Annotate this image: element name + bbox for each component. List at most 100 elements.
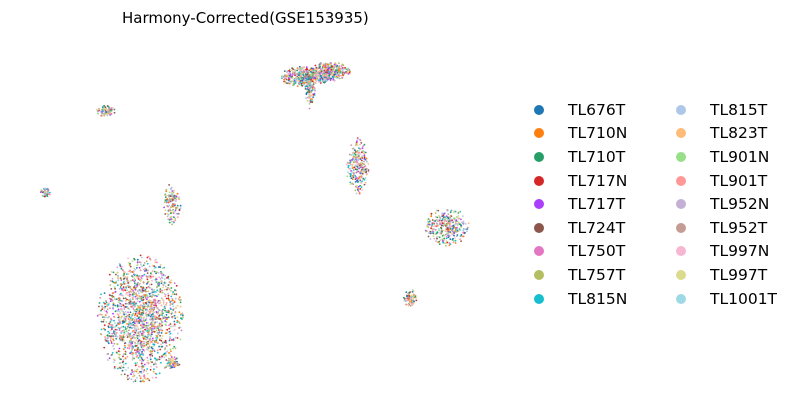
scatter-point — [113, 342, 116, 345]
scatter-point — [411, 295, 414, 298]
scatter-point — [156, 261, 158, 264]
scatter-point — [147, 322, 150, 324]
scatter-point — [46, 193, 48, 196]
scatter-point — [360, 182, 363, 185]
scatter-point — [146, 300, 148, 303]
scatter-point — [108, 113, 111, 116]
scatter-point — [141, 275, 144, 277]
scatter-point — [129, 303, 132, 305]
scatter-point — [309, 99, 312, 102]
scatter-point — [137, 331, 140, 334]
scatter-point — [156, 307, 159, 310]
scatter-point — [281, 77, 283, 79]
scatter-point — [150, 306, 153, 308]
scatter-point — [180, 329, 183, 332]
scatter-point — [309, 77, 312, 80]
scatter-point — [115, 273, 117, 276]
scatter-point — [161, 321, 164, 324]
scatter-point — [153, 322, 156, 325]
scatter-point — [179, 326, 182, 329]
scatter-point — [174, 312, 177, 314]
scatter-point — [133, 328, 136, 331]
scatter-point — [147, 377, 149, 380]
scatter-point — [106, 302, 108, 305]
scatter-point — [360, 174, 363, 177]
scatter-point — [158, 318, 161, 320]
scatter-point — [462, 235, 465, 238]
scatter-point — [328, 74, 331, 77]
scatter-point — [129, 326, 131, 329]
scatter-point — [109, 300, 112, 303]
scatter-point — [145, 370, 148, 372]
scatter-point — [303, 69, 305, 71]
scatter-point — [143, 344, 146, 347]
scatter-point — [148, 301, 151, 304]
scatter-point — [456, 224, 459, 227]
scatter-point — [140, 370, 142, 373]
scatter-point — [134, 352, 137, 355]
legend-item: TL997T — [670, 263, 780, 287]
scatter-point — [106, 308, 109, 311]
scatter-point — [148, 257, 151, 260]
scatter-point — [179, 305, 182, 308]
scatter-point — [325, 73, 328, 75]
scatter-point — [442, 219, 445, 221]
scatter-point — [106, 312, 109, 314]
scatter-point — [147, 281, 149, 283]
scatter-point — [363, 151, 366, 153]
scatter-point — [128, 308, 131, 311]
scatter-point — [430, 215, 433, 218]
scatter-point — [438, 214, 440, 217]
scatter-point — [345, 70, 347, 73]
scatter-point — [340, 74, 342, 77]
scatter-point — [143, 342, 145, 345]
scatter-point — [126, 323, 128, 325]
scatter-point — [161, 355, 163, 357]
scatter-point — [406, 295, 408, 298]
scatter-point — [331, 76, 334, 78]
scatter-point — [179, 207, 182, 210]
scatter-point — [153, 265, 156, 268]
scatter-point — [170, 295, 173, 298]
scatter-point — [172, 305, 175, 307]
scatter-point — [137, 340, 140, 342]
scatter-point — [436, 225, 439, 227]
legend-item: TL901N — [670, 145, 780, 169]
scatter-point — [167, 284, 170, 286]
scatter-point — [165, 354, 168, 357]
scatter-point — [127, 378, 129, 381]
scatter-point — [310, 78, 312, 81]
scatter-point — [120, 358, 122, 361]
scatter-point — [124, 302, 127, 305]
scatter-point — [448, 242, 451, 245]
scatter-point — [155, 339, 158, 342]
scatter-point — [462, 228, 465, 231]
scatter-point — [111, 328, 113, 330]
scatter-point — [342, 64, 345, 67]
scatter-point — [305, 88, 308, 91]
scatter-point — [163, 206, 166, 209]
scatter-point — [158, 276, 161, 279]
scatter-point — [429, 220, 431, 223]
scatter-point — [305, 85, 308, 87]
scatter-point — [169, 361, 172, 364]
scatter-point — [111, 353, 113, 356]
scatter-point — [142, 349, 145, 351]
scatter-point — [154, 316, 156, 319]
scatter-point — [163, 201, 166, 204]
scatter-point — [122, 366, 125, 369]
scatter-point — [106, 304, 108, 306]
scatter-point — [100, 293, 102, 296]
scatter-point — [169, 348, 172, 351]
scatter-point — [124, 297, 127, 300]
scatter-point — [142, 338, 145, 340]
scatter-point — [130, 291, 132, 293]
scatter-point — [130, 373, 133, 376]
legend-label: TL676T — [568, 100, 626, 119]
scatter-point — [457, 215, 460, 217]
scatter-point — [144, 377, 146, 379]
scatter-point — [46, 195, 49, 198]
scatter-point — [365, 171, 367, 174]
scatter-point — [443, 237, 446, 240]
scatter-point — [157, 311, 159, 314]
